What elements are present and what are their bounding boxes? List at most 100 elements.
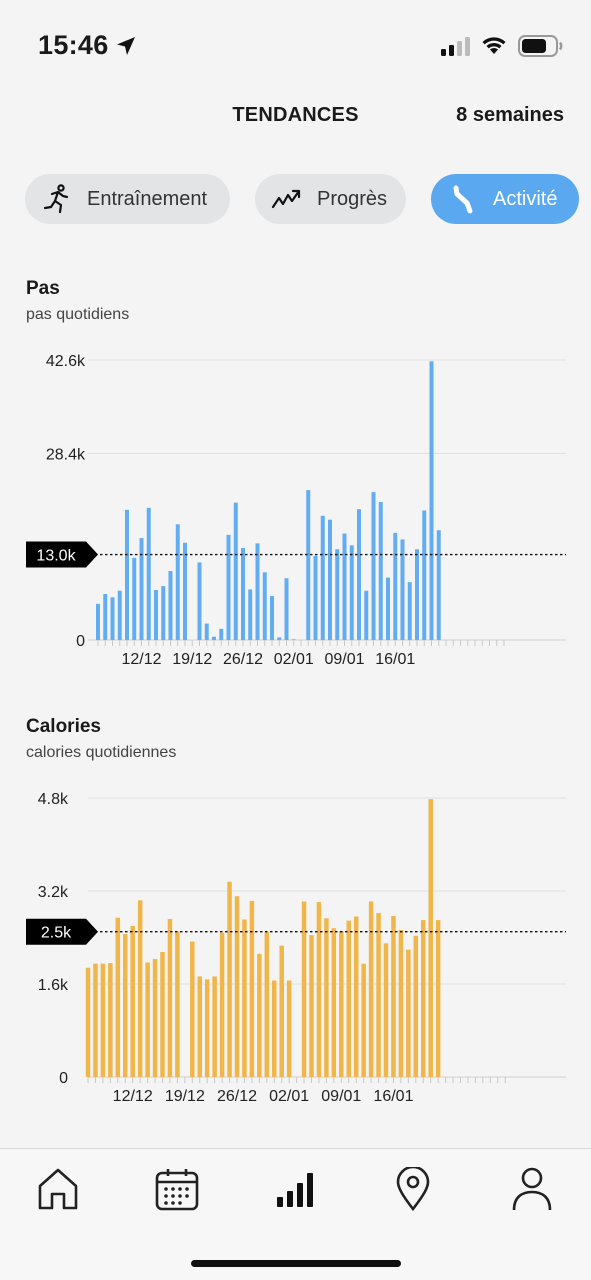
bar — [328, 519, 332, 640]
bar — [204, 979, 210, 1077]
bar — [175, 931, 180, 1077]
bar — [108, 963, 113, 1077]
bar — [393, 532, 398, 640]
bar — [386, 577, 390, 640]
bar — [160, 952, 165, 1077]
bar — [398, 929, 404, 1077]
bar — [378, 501, 383, 640]
status-bar: 15:46 — [0, 0, 591, 90]
bar — [96, 603, 100, 640]
tab-activity[interactable]: Activité — [431, 174, 579, 224]
y-tick-label: 42.6k — [46, 353, 86, 370]
home-indicator — [191, 1260, 401, 1267]
bar — [279, 945, 284, 1077]
period-selector[interactable]: 8 semaines — [456, 104, 564, 126]
tab-progress-label: Progrès — [317, 187, 388, 210]
bar — [233, 502, 238, 640]
bar — [227, 881, 232, 1077]
steps-chart-subtitle: pas quotidiens — [26, 306, 130, 323]
bar — [197, 562, 202, 640]
bar — [93, 963, 98, 1077]
bar — [361, 963, 366, 1077]
bar — [204, 623, 209, 640]
bar — [130, 925, 135, 1077]
bar — [339, 931, 344, 1077]
activity-icon — [447, 183, 479, 215]
y-tick-label: 1.6k — [38, 977, 69, 994]
bar — [168, 570, 173, 640]
bar — [226, 534, 231, 640]
bar — [242, 919, 247, 1077]
bar — [320, 515, 325, 640]
running-icon — [41, 183, 73, 215]
location-icon — [396, 1167, 430, 1211]
bar — [175, 524, 180, 640]
calories-chart-subtitle: calories quotidiennes — [26, 744, 177, 761]
bar — [436, 530, 441, 640]
tab-training[interactable]: Entraînement — [25, 174, 230, 224]
x-tick-label: 09/01 — [324, 651, 364, 668]
bar — [400, 539, 405, 640]
bar — [376, 913, 381, 1077]
stats-icon — [277, 1173, 313, 1207]
bar — [123, 934, 128, 1077]
bar — [110, 597, 115, 640]
bar — [342, 533, 347, 640]
bar — [306, 490, 311, 640]
bar — [391, 915, 396, 1077]
bar — [346, 920, 351, 1077]
bar — [154, 590, 158, 640]
nav-map-button[interactable] — [383, 1163, 443, 1215]
nav-calendar-button[interactable] — [147, 1163, 207, 1215]
x-tick-label: 02/01 — [269, 1088, 309, 1105]
bar — [357, 509, 361, 640]
steps-chart-section: Pas pas quotidiens 0 28.4k 42.6k 12/12 19/12… — [0, 270, 591, 680]
bar — [371, 492, 376, 640]
calories-chart-title: Calories — [26, 716, 101, 737]
bar — [262, 572, 267, 640]
bar — [368, 901, 374, 1077]
y-tick-label: 0 — [76, 633, 85, 650]
y-tick-label: 28.4k — [46, 446, 86, 463]
bar — [422, 510, 427, 640]
bar — [212, 636, 216, 640]
x-tick-label: 26/12 — [217, 1088, 257, 1105]
y-tick-label: 3.2k — [38, 884, 69, 901]
bar — [248, 589, 253, 640]
bar — [132, 557, 137, 640]
bar — [335, 549, 340, 640]
tab-training-label: Entraînement — [87, 187, 208, 210]
x-tick-label: 16/01 — [373, 1088, 413, 1105]
bar — [146, 507, 151, 640]
bar — [301, 901, 307, 1077]
profile-icon — [512, 1167, 552, 1211]
average-tag — [26, 541, 98, 568]
bar — [429, 361, 434, 640]
bar — [264, 932, 270, 1077]
bar — [284, 578, 289, 640]
x-tick-label: 02/01 — [274, 651, 314, 668]
bar — [234, 896, 240, 1077]
x-tick-label: 12/12 — [113, 1088, 153, 1105]
bar — [415, 549, 419, 640]
bar — [197, 976, 202, 1077]
bar — [85, 967, 91, 1077]
bar — [353, 916, 359, 1077]
x-tick-label: 09/01 — [321, 1088, 361, 1105]
nav-profile-button[interactable] — [502, 1163, 562, 1215]
bar — [190, 941, 195, 1077]
bar — [152, 959, 158, 1077]
bar — [428, 799, 433, 1077]
bar — [137, 900, 143, 1077]
bar — [421, 920, 426, 1077]
tab-progress[interactable]: Progrès — [255, 174, 406, 224]
nav-stats-button[interactable] — [265, 1163, 325, 1215]
nav-home-button[interactable] — [28, 1163, 88, 1215]
bar — [277, 637, 282, 640]
trend-icon — [271, 183, 303, 215]
calories-chart-section: Calories calories quotidiennes 0 1.6k 3.2k… — [0, 708, 591, 1118]
bar — [309, 935, 314, 1077]
bar — [331, 928, 337, 1077]
bar — [272, 980, 277, 1077]
bar — [316, 902, 322, 1077]
